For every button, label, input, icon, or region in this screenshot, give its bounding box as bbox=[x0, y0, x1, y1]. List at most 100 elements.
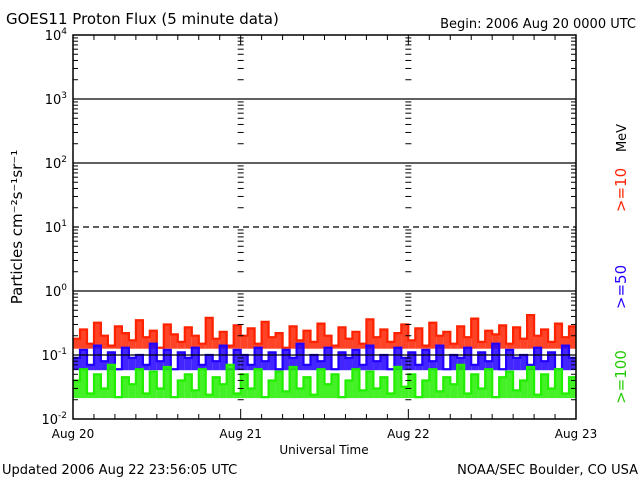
data-bar-ge100 bbox=[205, 394, 213, 399]
data-bar-ge50 bbox=[282, 349, 290, 371]
data-bar-ge100 bbox=[163, 366, 171, 399]
data-bar-ge10 bbox=[513, 327, 521, 349]
data-bar-ge50 bbox=[478, 352, 486, 371]
data-bar-ge50 bbox=[569, 357, 576, 371]
data-bar-ge100 bbox=[450, 384, 458, 399]
data-bar-ge100 bbox=[296, 388, 304, 399]
data-bar-ge100 bbox=[562, 393, 570, 399]
data-bar-ge50 bbox=[73, 357, 80, 371]
data-bar-ge100 bbox=[513, 390, 521, 399]
data-bar-ge100 bbox=[149, 371, 157, 399]
data-bar-ge100 bbox=[142, 393, 150, 399]
data-bar-ge10 bbox=[191, 335, 199, 349]
data-bar-ge50 bbox=[149, 343, 157, 371]
data-bar-ge10 bbox=[212, 338, 220, 349]
data-bar-ge100 bbox=[478, 388, 486, 399]
chart-title: GOES11 Proton Flux (5 minute data) bbox=[6, 10, 279, 28]
data-bar-ge10 bbox=[422, 345, 430, 349]
data-bar-ge10 bbox=[443, 331, 451, 349]
data-bar-ge100 bbox=[331, 374, 339, 399]
data-bar-ge50 bbox=[380, 355, 388, 371]
data-bar-ge10 bbox=[184, 327, 192, 349]
begin-label: Begin: 2006 Aug 20 0000 UTC bbox=[440, 17, 636, 32]
data-bar-ge100 bbox=[387, 393, 395, 399]
y-tick-label: 101 bbox=[45, 219, 67, 236]
series-layer bbox=[73, 314, 576, 399]
data-bar-ge10 bbox=[450, 343, 458, 349]
data-bar-ge10 bbox=[429, 322, 437, 349]
data-bar-ge100 bbox=[268, 380, 276, 399]
data-bar-ge10 bbox=[331, 345, 339, 349]
data-bar-ge10 bbox=[562, 337, 570, 349]
data-bar-ge100 bbox=[373, 388, 381, 399]
data-bar-ge50 bbox=[128, 357, 136, 371]
data-bar-ge50 bbox=[191, 347, 199, 371]
data-bar-ge100 bbox=[401, 386, 409, 399]
data-bar-ge50 bbox=[240, 355, 248, 371]
data-bar-ge50 bbox=[268, 352, 276, 371]
data-bar-ge100 bbox=[499, 377, 507, 399]
data-bar-ge50 bbox=[310, 355, 318, 371]
data-bar-ge10 bbox=[492, 334, 500, 349]
data-bar-ge100 bbox=[170, 397, 178, 399]
data-bar-ge100 bbox=[177, 380, 185, 399]
data-bar-ge50 bbox=[135, 355, 143, 371]
legend-ge100: >=100 bbox=[612, 350, 630, 404]
data-bar-ge50 bbox=[254, 347, 262, 371]
data-bar-ge10 bbox=[289, 326, 297, 349]
data-bar-ge10 bbox=[254, 343, 262, 349]
data-bar-ge100 bbox=[408, 374, 416, 399]
data-bar-ge10 bbox=[86, 343, 94, 349]
data-bar-ge10 bbox=[485, 330, 493, 349]
data-bar-ge100 bbox=[275, 371, 283, 399]
data-bar-ge100 bbox=[247, 388, 255, 399]
data-bar-ge10 bbox=[345, 338, 353, 349]
data-bar-ge100 bbox=[233, 393, 241, 399]
data-bar-ge100 bbox=[156, 388, 164, 399]
data-bar-ge10 bbox=[163, 324, 171, 349]
data-bar-ge100 bbox=[135, 369, 143, 399]
data-bar-ge50 bbox=[198, 364, 206, 371]
data-bar-ge50 bbox=[247, 364, 255, 371]
data-bar-ge50 bbox=[163, 349, 171, 371]
data-bar-ge100 bbox=[86, 393, 94, 399]
data-bar-ge50 bbox=[387, 369, 395, 371]
data-bar-ge10 bbox=[436, 335, 444, 349]
data-bar-ge50 bbox=[289, 357, 297, 371]
data-bar-ge50 bbox=[233, 349, 241, 371]
data-bar-ge10 bbox=[79, 329, 87, 349]
data-bar-ge100 bbox=[366, 371, 374, 399]
data-bar-ge100 bbox=[457, 364, 465, 399]
data-bar-ge50 bbox=[338, 352, 346, 371]
data-bar-ge50 bbox=[450, 355, 458, 371]
data-bar-ge10 bbox=[93, 322, 101, 349]
data-bar-ge10 bbox=[401, 324, 409, 349]
updated-label: Updated 2006 Aug 22 23:56:05 UTC bbox=[2, 463, 237, 478]
data-bar-ge10 bbox=[268, 337, 276, 349]
data-bar-ge50 bbox=[541, 361, 549, 371]
plot-frame bbox=[72, 34, 577, 420]
data-bar-ge100 bbox=[240, 374, 248, 399]
data-bar-ge50 bbox=[443, 369, 451, 371]
data-bar-ge10 bbox=[457, 326, 465, 349]
x-tick-label: Aug 22 bbox=[387, 427, 430, 441]
data-bar-ge50 bbox=[296, 343, 304, 371]
data-bar-ge100 bbox=[226, 364, 234, 399]
data-bar-ge50 bbox=[352, 349, 360, 371]
data-bar-ge50 bbox=[331, 369, 339, 371]
data-bar-ge50 bbox=[373, 361, 381, 371]
y-tick-label: 102 bbox=[45, 155, 67, 172]
data-bar-ge10 bbox=[352, 331, 360, 349]
data-bar-ge10 bbox=[464, 337, 472, 349]
data-bar-ge10 bbox=[499, 325, 507, 349]
data-bar-ge10 bbox=[170, 334, 178, 349]
data-bar-ge100 bbox=[324, 384, 332, 399]
data-bar-ge50 bbox=[177, 352, 185, 371]
data-bar-ge50 bbox=[324, 347, 332, 371]
data-bar-ge50 bbox=[79, 349, 87, 371]
data-bar-ge10 bbox=[408, 340, 416, 349]
data-bar-ge100 bbox=[506, 371, 514, 399]
data-bar-ge50 bbox=[562, 345, 570, 371]
x-tick-label: Aug 20 bbox=[52, 427, 95, 441]
data-bar-ge100 bbox=[541, 374, 549, 399]
